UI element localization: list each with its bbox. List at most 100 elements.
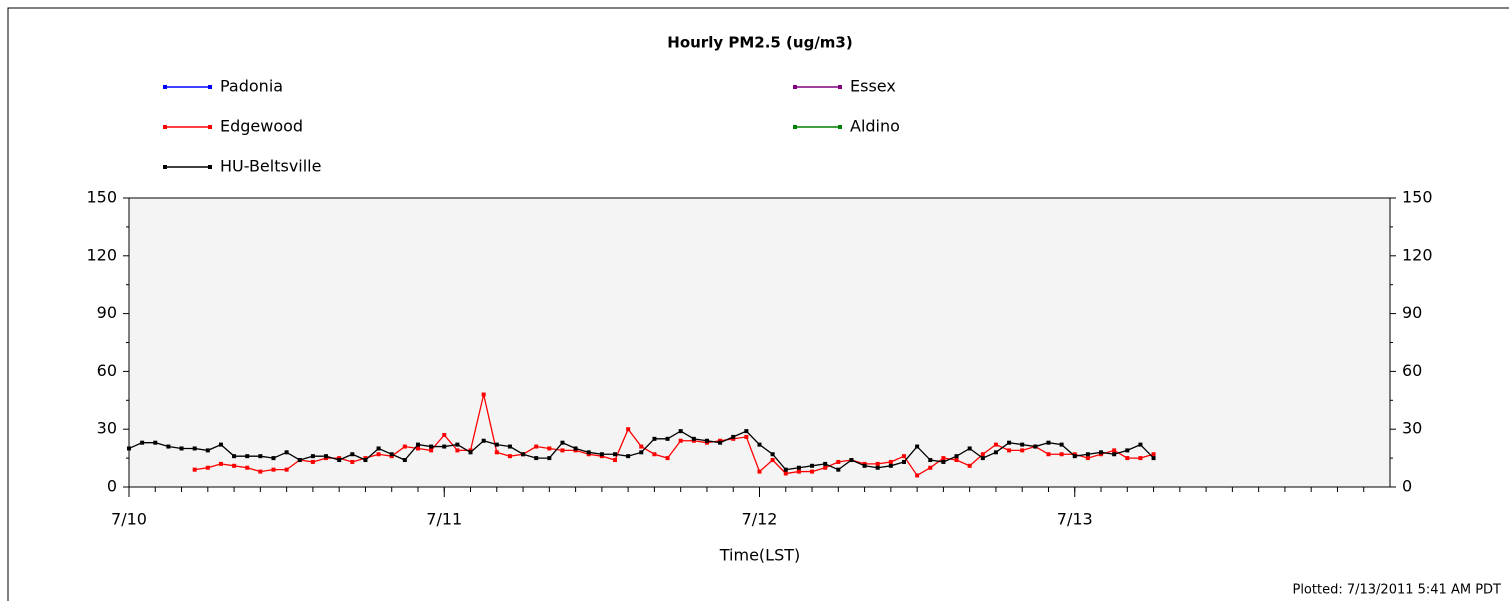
y-tick-label: 60 bbox=[97, 361, 117, 380]
point bbox=[678, 429, 683, 434]
point bbox=[1007, 448, 1012, 453]
point bbox=[783, 467, 788, 472]
point bbox=[626, 454, 631, 459]
point bbox=[613, 452, 618, 457]
point bbox=[297, 458, 302, 463]
point bbox=[218, 461, 223, 466]
point bbox=[849, 458, 854, 463]
point bbox=[967, 463, 972, 468]
point bbox=[376, 452, 381, 457]
point bbox=[888, 463, 893, 468]
legend-marker bbox=[208, 85, 212, 89]
point bbox=[442, 444, 447, 449]
point bbox=[1007, 440, 1012, 445]
point bbox=[429, 448, 434, 453]
legend-label: HU-Beltsville bbox=[220, 157, 321, 176]
y2-tick-label: 120 bbox=[1402, 245, 1433, 264]
point bbox=[1138, 442, 1143, 447]
point bbox=[613, 458, 618, 463]
point bbox=[1138, 456, 1143, 461]
point bbox=[153, 440, 158, 445]
point bbox=[862, 463, 867, 468]
point bbox=[271, 467, 276, 472]
point bbox=[507, 444, 512, 449]
point bbox=[245, 465, 250, 470]
legend-marker bbox=[838, 85, 842, 89]
point bbox=[494, 442, 499, 447]
point bbox=[915, 444, 920, 449]
point bbox=[928, 458, 933, 463]
plot-note: Plotted: 7/13/2011 5:41 AM PDT bbox=[1292, 583, 1501, 598]
point bbox=[810, 469, 815, 474]
y-tick-label: 30 bbox=[97, 419, 117, 438]
legend-marker bbox=[838, 125, 842, 129]
point bbox=[796, 469, 801, 474]
point bbox=[678, 438, 683, 443]
legend-marker bbox=[163, 85, 167, 89]
x-tick-label: 7/12 bbox=[742, 510, 778, 529]
point bbox=[1046, 452, 1051, 457]
point bbox=[1112, 448, 1117, 453]
point bbox=[560, 448, 565, 453]
point bbox=[389, 452, 394, 457]
point bbox=[232, 454, 237, 459]
point bbox=[823, 465, 828, 470]
point bbox=[324, 454, 329, 459]
point bbox=[455, 448, 460, 453]
legend-marker bbox=[208, 125, 212, 129]
point bbox=[429, 444, 434, 449]
point bbox=[192, 446, 197, 451]
point bbox=[796, 465, 801, 470]
point bbox=[639, 450, 644, 455]
point bbox=[402, 458, 407, 463]
legend-marker bbox=[163, 165, 167, 169]
point bbox=[1151, 456, 1156, 461]
x-axis-label: Time(LST) bbox=[719, 546, 800, 565]
point bbox=[652, 436, 657, 441]
point bbox=[757, 442, 762, 447]
point bbox=[376, 446, 381, 451]
point bbox=[258, 454, 263, 459]
x-tick-label: 7/11 bbox=[426, 510, 462, 529]
y-tick-label: 120 bbox=[86, 245, 117, 264]
point bbox=[481, 438, 486, 443]
y-tick-label: 90 bbox=[97, 303, 117, 322]
point bbox=[928, 465, 933, 470]
point bbox=[573, 446, 578, 451]
point bbox=[744, 434, 749, 439]
point bbox=[639, 444, 644, 449]
point bbox=[547, 446, 552, 451]
point bbox=[783, 471, 788, 476]
point bbox=[415, 446, 420, 451]
point bbox=[284, 467, 289, 472]
point bbox=[140, 440, 145, 445]
point bbox=[192, 467, 197, 472]
point bbox=[1059, 442, 1064, 447]
point bbox=[731, 434, 736, 439]
point bbox=[1085, 452, 1090, 457]
y2-tick-label: 0 bbox=[1402, 477, 1412, 496]
point bbox=[534, 444, 539, 449]
point bbox=[993, 450, 998, 455]
point bbox=[310, 459, 315, 464]
point bbox=[205, 465, 210, 470]
point bbox=[836, 459, 841, 464]
point bbox=[481, 392, 486, 397]
legend-marker bbox=[208, 165, 212, 169]
point bbox=[875, 465, 880, 470]
point bbox=[954, 458, 959, 463]
point bbox=[560, 440, 565, 445]
point bbox=[337, 458, 342, 463]
point bbox=[875, 461, 880, 466]
y2-tick-label: 150 bbox=[1402, 188, 1433, 207]
point bbox=[415, 442, 420, 447]
point bbox=[770, 452, 775, 457]
plot-area bbox=[128, 197, 1391, 488]
point bbox=[218, 442, 223, 447]
point bbox=[468, 450, 473, 455]
point bbox=[626, 427, 631, 432]
point bbox=[1020, 442, 1025, 447]
point bbox=[770, 458, 775, 463]
y-tick-label: 0 bbox=[107, 477, 117, 496]
